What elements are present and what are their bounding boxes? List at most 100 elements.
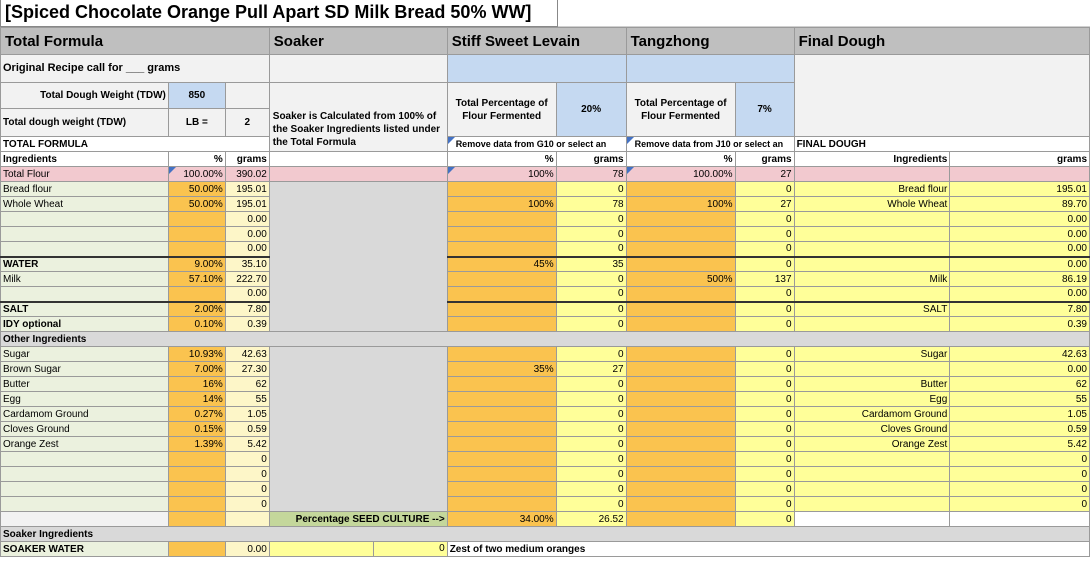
header-soaker[interactable]: Soaker	[268, 27, 448, 55]
fd-name[interactable]	[793, 286, 951, 302]
fd-grams[interactable]: 5.42	[949, 436, 1090, 452]
fd-grams[interactable]: 62	[949, 376, 1090, 392]
ingredient-name[interactable]: Milk	[0, 271, 169, 287]
tz-pct[interactable]	[625, 300, 736, 317]
fd-grams[interactable]: 0.00	[949, 286, 1090, 302]
ingredient-name[interactable]: Sugar	[0, 346, 169, 362]
fd-name[interactable]	[793, 226, 951, 242]
seed-culture-label[interactable]: Percentage SEED CULTURE -->	[268, 511, 448, 527]
levain-grams[interactable]: 0	[555, 436, 627, 452]
levain-grams[interactable]: 0	[555, 481, 627, 497]
soaker-block[interactable]	[268, 181, 448, 332]
levain-grams[interactable]: 0	[555, 421, 627, 437]
ingredient-name[interactable]: Butter	[0, 376, 169, 392]
levain-pct[interactable]	[446, 241, 557, 257]
zest-note[interactable]: Zest of two medium oranges	[446, 541, 1090, 557]
ingredient-name[interactable]	[0, 466, 169, 482]
ingredient-grams[interactable]: 7.80	[224, 300, 270, 317]
ingredient-pct[interactable]: 50.00%	[167, 196, 226, 212]
ingredient-grams[interactable]: 55	[224, 391, 270, 407]
fd-grams[interactable]: 0	[949, 451, 1090, 467]
fd-name[interactable]	[793, 316, 951, 332]
ingredient-pct[interactable]	[167, 496, 226, 512]
ingredient-pct[interactable]: 50.00%	[167, 181, 226, 197]
total-flour-fd-g[interactable]	[949, 166, 1090, 182]
fd-grams[interactable]: 1.05	[949, 406, 1090, 422]
levain-grams[interactable]: 0	[555, 241, 627, 257]
total-flour-name[interactable]: Total Flour	[0, 166, 169, 182]
fd-name[interactable]	[793, 241, 951, 257]
ingredient-pct[interactable]: 14%	[167, 391, 226, 407]
levain-pct[interactable]	[446, 181, 557, 197]
levain-hint[interactable]: Remove data from G10 or select an	[446, 136, 627, 152]
ingredient-name[interactable]	[0, 211, 169, 227]
total-flour-fd-name[interactable]	[793, 166, 951, 182]
seed-blank-c[interactable]	[224, 511, 270, 527]
tz-pct[interactable]	[625, 421, 736, 437]
levain-pct[interactable]	[446, 466, 557, 482]
final-dough-blank[interactable]	[793, 54, 1090, 137]
ingredient-grams[interactable]: 42.63	[224, 346, 270, 362]
ingredient-grams[interactable]: 0	[224, 481, 270, 497]
fd-name[interactable]	[793, 361, 951, 377]
ingredient-pct[interactable]	[167, 466, 226, 482]
ingredient-grams[interactable]: 5.42	[224, 436, 270, 452]
tz-grams[interactable]: 0	[734, 376, 795, 392]
fd-name[interactable]: Butter	[793, 376, 951, 392]
fd-name[interactable]: Sugar	[793, 346, 951, 362]
tz-grams[interactable]: 0	[734, 406, 795, 422]
fd-name[interactable]	[793, 481, 951, 497]
ingredient-pct[interactable]: 57.10%	[167, 271, 226, 287]
tz-pct[interactable]	[625, 241, 736, 257]
ingredient-name[interactable]: Cloves Ground	[0, 421, 169, 437]
ingredient-grams[interactable]: 62	[224, 376, 270, 392]
ingredient-grams[interactable]: 0.00	[224, 286, 270, 302]
levain-pct[interactable]	[446, 226, 557, 242]
tz-grams[interactable]: 0	[734, 346, 795, 362]
tz-grams[interactable]: 0	[734, 181, 795, 197]
fd-name[interactable]	[793, 451, 951, 467]
soaker-block-2[interactable]	[268, 346, 448, 512]
fd-name[interactable]: Orange Zest	[793, 436, 951, 452]
fd-grams[interactable]: 0	[949, 496, 1090, 512]
soaker-blank[interactable]	[268, 54, 448, 83]
fd-grams[interactable]: 0.00	[949, 211, 1090, 227]
ingredient-pct[interactable]: 10.93%	[167, 346, 226, 362]
fd-grams[interactable]: 0	[949, 481, 1090, 497]
tz-grams[interactable]: 0	[734, 316, 795, 332]
total-flour-lev-g[interactable]: 78	[555, 166, 627, 182]
total-flour-tz-g[interactable]: 27	[734, 166, 795, 182]
ingredient-name[interactable]: IDY optional	[0, 316, 169, 332]
ingredient-name[interactable]: Whole Wheat	[0, 196, 169, 212]
soaker-water-label[interactable]: SOAKER WATER	[0, 541, 169, 557]
tz-pct[interactable]: 100%	[625, 196, 736, 212]
tz-grams[interactable]: 0	[734, 466, 795, 482]
tz-hint[interactable]: Remove data from J10 or select an	[625, 136, 795, 152]
total-flour-soaker[interactable]	[268, 166, 448, 182]
tz-pct[interactable]	[625, 286, 736, 302]
soaker-water-grams[interactable]: 0.00	[224, 541, 270, 557]
levain-pct[interactable]: 100%	[446, 196, 557, 212]
tz-pct[interactable]	[625, 376, 736, 392]
tz-grams[interactable]: 0	[734, 436, 795, 452]
tz-pct[interactable]	[625, 255, 736, 272]
tz-grams[interactable]: 0	[734, 361, 795, 377]
tz-pct[interactable]	[625, 436, 736, 452]
seed-pct[interactable]: 34.00%	[446, 511, 557, 527]
ingredient-pct[interactable]: 1.39%	[167, 436, 226, 452]
ingredient-grams[interactable]: 0.00	[224, 211, 270, 227]
header-levain[interactable]: Stiff Sweet Levain	[446, 27, 627, 55]
levain-grams[interactable]: 0	[555, 300, 627, 317]
tz-pct[interactable]	[625, 181, 736, 197]
fd-name[interactable]: Cardamom Ground	[793, 406, 951, 422]
fd-name[interactable]	[793, 496, 951, 512]
ingredient-pct[interactable]: 0.15%	[167, 421, 226, 437]
tz-pct[interactable]	[625, 361, 736, 377]
levain-pct[interactable]	[446, 286, 557, 302]
fd-name[interactable]	[793, 211, 951, 227]
tz-grams[interactable]: 0	[734, 300, 795, 317]
fd-name[interactable]: Egg	[793, 391, 951, 407]
tz-pct[interactable]	[625, 316, 736, 332]
fd-name[interactable]: Milk	[793, 271, 951, 287]
other-ingredients-label[interactable]: Other Ingredients	[0, 331, 1090, 347]
